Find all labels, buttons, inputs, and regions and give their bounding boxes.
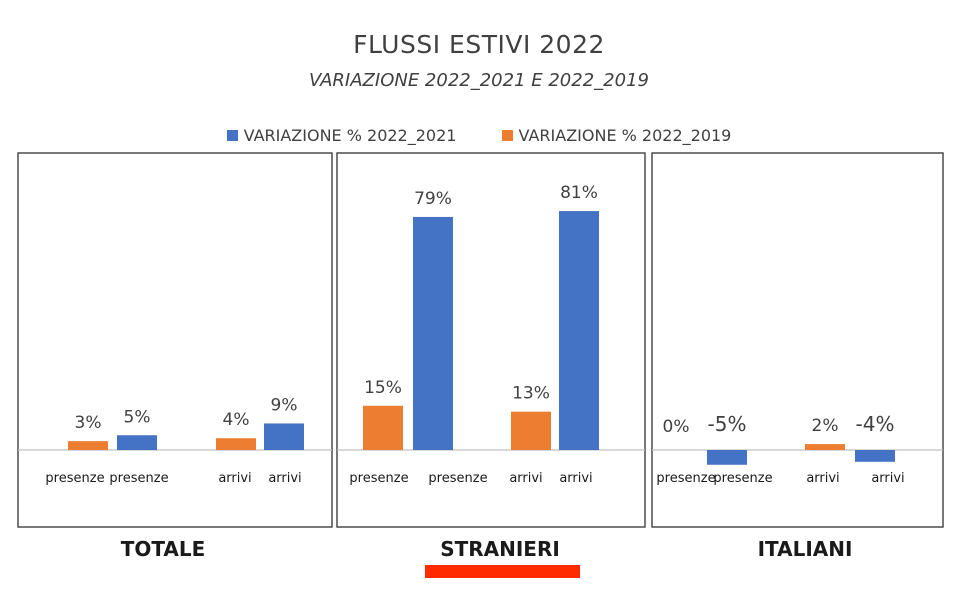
data-label: 13%: [512, 384, 550, 404]
chart-title: FLUSSI ESTIVI 2022: [353, 30, 605, 59]
bar-stranieri-arrivi-s0: [511, 411, 551, 450]
bar-italiani-presenze-s1: [707, 450, 747, 465]
legend-swatch-2019: [501, 130, 513, 141]
highlight-underline: [425, 565, 580, 578]
tick-label: arrivi: [509, 471, 542, 486]
data-label: 0%: [663, 417, 690, 437]
bar-totale-arrivi-s0: [216, 438, 256, 450]
panel-frame-italiani: [651, 152, 944, 528]
data-label: 79%: [414, 189, 452, 209]
panel-label-italiani: ITALIANI: [757, 537, 853, 561]
data-label: -4%: [856, 412, 895, 436]
chart-subtitle: VARIAZIONE 2022_2021 E 2022_2019: [309, 70, 649, 91]
legend-label-2019: VARIAZIONE % 2022_2019: [518, 126, 732, 145]
tick-label: arrivi: [871, 471, 904, 486]
legend-swatch-2021: [226, 130, 238, 141]
tick-label: presenze: [428, 471, 487, 486]
legend: VARIAZIONE % 2022_2021 VARIAZIONE % 2022…: [0, 126, 958, 145]
legend-item-2019: VARIAZIONE % 2022_2019: [501, 126, 732, 145]
data-label: 15%: [364, 378, 402, 398]
tick-label: arrivi: [268, 471, 301, 486]
panel-frame-stranieri: [336, 152, 646, 528]
tick-label: presenze: [45, 471, 104, 486]
data-label: 2%: [812, 416, 839, 436]
data-label: 4%: [223, 410, 250, 430]
tick-label: presenze: [656, 471, 715, 486]
data-label: 3%: [75, 413, 102, 433]
data-label: 9%: [271, 395, 298, 415]
bar-totale-presenze-s0: [68, 441, 108, 450]
data-label: 81%: [560, 183, 598, 203]
bar-totale-presenze-s1: [117, 435, 157, 450]
tick-label: arrivi: [218, 471, 251, 486]
panel-label-totale: TOTALE: [120, 537, 206, 561]
data-label: 5%: [124, 407, 151, 427]
tick-label: presenze: [349, 471, 408, 486]
bar-italiani-arrivi-s1: [855, 450, 895, 462]
bar-stranieri-presenze-s0: [363, 405, 403, 450]
bar-totale-arrivi-s1: [264, 423, 304, 450]
tick-label: presenze: [109, 471, 168, 486]
bar-stranieri-presenze-s1: [413, 216, 453, 450]
legend-item-2021: VARIAZIONE % 2022_2021: [226, 126, 457, 145]
bar-italiani-arrivi-s0: [805, 444, 845, 450]
bar-stranieri-arrivi-s1: [559, 211, 599, 450]
tick-label: presenze: [713, 471, 772, 486]
panel-frame-totale: [17, 152, 333, 528]
tick-label: arrivi: [559, 471, 592, 486]
panel-label-stranieri: STRANIERI: [440, 537, 560, 561]
tick-label: arrivi: [806, 471, 839, 486]
data-label: -5%: [708, 412, 747, 436]
legend-label-2021: VARIAZIONE % 2022_2021: [243, 126, 457, 145]
